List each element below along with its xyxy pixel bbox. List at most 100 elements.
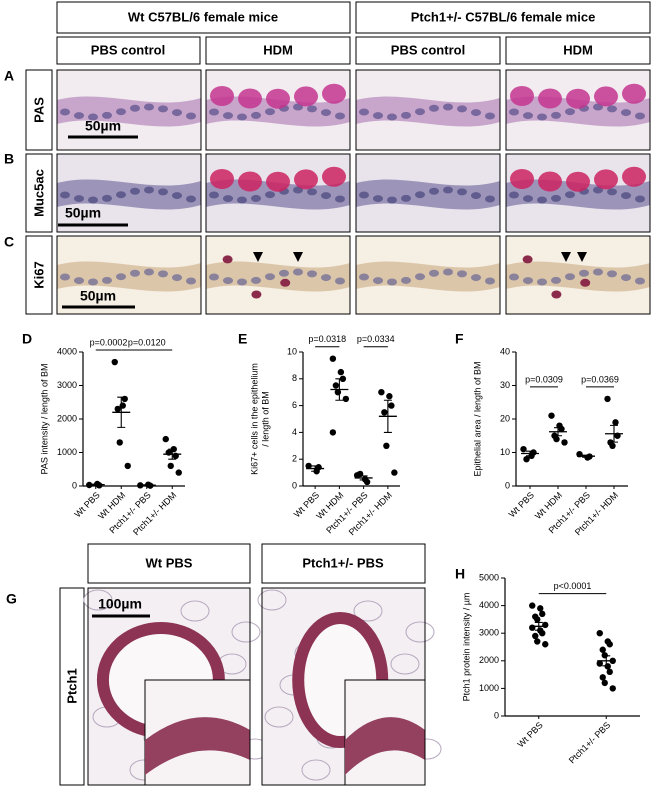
- panel-letter: E: [238, 331, 247, 347]
- nucleus: [321, 274, 331, 282]
- nucleus: [172, 274, 182, 282]
- error-bar: [142, 484, 151, 487]
- ki67-cell: [580, 278, 591, 287]
- nucleus: [537, 113, 547, 121]
- nucleus: [158, 270, 168, 278]
- data-point: [114, 405, 121, 413]
- data-point: [609, 685, 616, 692]
- ki67-cell: [551, 290, 562, 299]
- alveolus: [83, 589, 113, 611]
- nucleus: [593, 268, 603, 276]
- data-point: [606, 668, 613, 676]
- nucleus: [335, 277, 345, 285]
- error-bar: [359, 475, 368, 481]
- y-tick-label: 10: [287, 346, 297, 356]
- data-point: [383, 442, 390, 449]
- data-point: [561, 439, 568, 446]
- data-point: [342, 395, 350, 403]
- data-point: [329, 355, 337, 362]
- data-point: [315, 464, 322, 471]
- nucleus: [401, 111, 411, 119]
- nucleus: [373, 277, 383, 285]
- panel-letter: H: [455, 566, 465, 582]
- y-axis-label: Ptch1 protein intensity / µm: [461, 593, 471, 702]
- group-header: Ptch1+/- C57BL/6 female mice: [411, 9, 596, 24]
- nucleus: [579, 269, 589, 277]
- nucleus: [144, 268, 154, 276]
- nucleus: [130, 104, 140, 112]
- p-value: p=0.0002: [90, 337, 128, 347]
- error-bar: [117, 396, 126, 428]
- nucleus: [485, 277, 495, 285]
- nucleus: [387, 278, 397, 286]
- nucleus: [551, 111, 561, 119]
- data-point: [388, 402, 395, 409]
- mucus: [538, 88, 562, 109]
- mucus: [210, 86, 234, 106]
- nucleus: [60, 273, 70, 281]
- data-point: [529, 602, 536, 609]
- nucleus: [209, 108, 219, 116]
- data-point: [596, 630, 603, 637]
- p-value: p=0.0334: [357, 334, 395, 344]
- condition-header: HDM: [563, 42, 593, 57]
- ki67-cell: [222, 255, 233, 264]
- nucleus: [457, 188, 467, 196]
- nucleus: [429, 187, 439, 195]
- nucleus: [237, 196, 247, 204]
- y-tick-label: 5000: [479, 572, 499, 582]
- nucleus: [265, 191, 275, 199]
- alveolus: [264, 706, 294, 728]
- nucleus: [130, 269, 140, 277]
- y-tick-label: 0: [494, 710, 499, 720]
- image-frame: [205, 69, 351, 151]
- mucus: [594, 169, 618, 190]
- nucleus: [88, 278, 98, 286]
- mucus: [238, 171, 262, 192]
- mucus: [266, 88, 290, 109]
- nucleus: [321, 109, 331, 117]
- alveolus: [390, 653, 420, 675]
- nucleus: [565, 191, 575, 199]
- group-header: Wt C57BL/6 female mice: [128, 9, 278, 24]
- y-tick-label: 0: [505, 480, 510, 490]
- nucleus: [607, 270, 617, 278]
- mucus: [210, 169, 234, 189]
- nucleus: [443, 268, 453, 276]
- panel-letter: B: [4, 151, 14, 167]
- data-point: [332, 382, 340, 389]
- nucleus: [621, 109, 631, 117]
- data-point: [596, 660, 603, 667]
- nucleus: [607, 105, 617, 113]
- y-tick-label: 0: [292, 480, 297, 490]
- ptch1-panels: [83, 587, 442, 786]
- nucleus: [537, 278, 547, 286]
- error-bar: [582, 454, 590, 458]
- nucleus: [209, 273, 219, 281]
- g-header: Wt PBS: [146, 555, 193, 570]
- stain-label: PAS: [31, 97, 46, 123]
- nucleus: [565, 108, 575, 116]
- nucleus: [223, 112, 233, 120]
- mucus: [266, 171, 290, 192]
- data-point: [534, 616, 541, 623]
- nucleus: [485, 195, 495, 203]
- mucus: [294, 169, 318, 190]
- stain-box: [25, 153, 53, 233]
- data-point: [329, 429, 337, 436]
- scale-label: 100µm: [98, 596, 142, 612]
- nucleus: [102, 276, 112, 284]
- image-frame: [355, 235, 501, 315]
- nucleus: [509, 273, 519, 281]
- mucus: [622, 83, 646, 104]
- nucleus: [60, 191, 70, 199]
- data-point: [337, 368, 345, 376]
- stain-box: [59, 587, 85, 786]
- y-tick-label: 30: [500, 380, 510, 390]
- data-point: [530, 449, 537, 456]
- nucleus: [237, 113, 247, 121]
- scale-label: 50µm: [85, 118, 121, 134]
- nucleus: [158, 105, 168, 113]
- nucleus: [116, 273, 126, 281]
- nucleus: [88, 113, 98, 121]
